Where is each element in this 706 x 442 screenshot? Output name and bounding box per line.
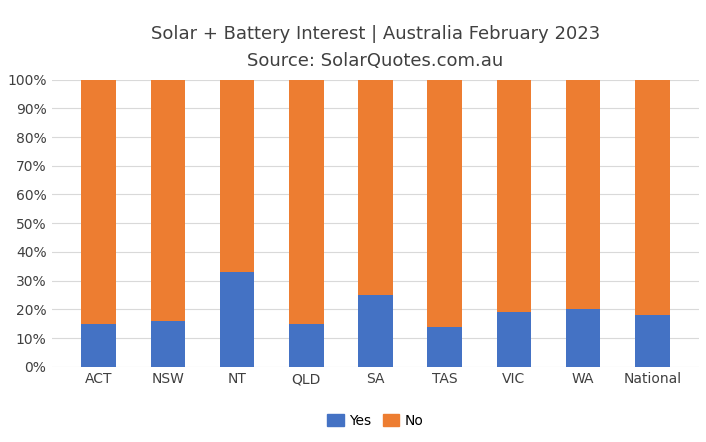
Bar	[496, 312, 531, 367]
Bar	[289, 80, 323, 324]
Bar	[150, 80, 185, 321]
Legend: Yes, No: Yes, No	[322, 408, 429, 434]
Bar	[566, 309, 600, 367]
Bar	[635, 80, 670, 315]
Bar	[81, 80, 116, 324]
Bar	[220, 80, 254, 272]
Bar	[358, 80, 393, 295]
Bar	[496, 80, 531, 312]
Bar	[635, 315, 670, 367]
Bar	[427, 327, 462, 367]
Bar	[81, 324, 116, 367]
Bar	[358, 295, 393, 367]
Bar	[427, 80, 462, 327]
Bar	[566, 80, 600, 309]
Bar	[220, 272, 254, 367]
Title: Solar + Battery Interest | Australia February 2023
Source: SolarQuotes.com.au: Solar + Battery Interest | Australia Feb…	[151, 25, 600, 70]
Bar	[150, 321, 185, 367]
Bar	[289, 324, 323, 367]
